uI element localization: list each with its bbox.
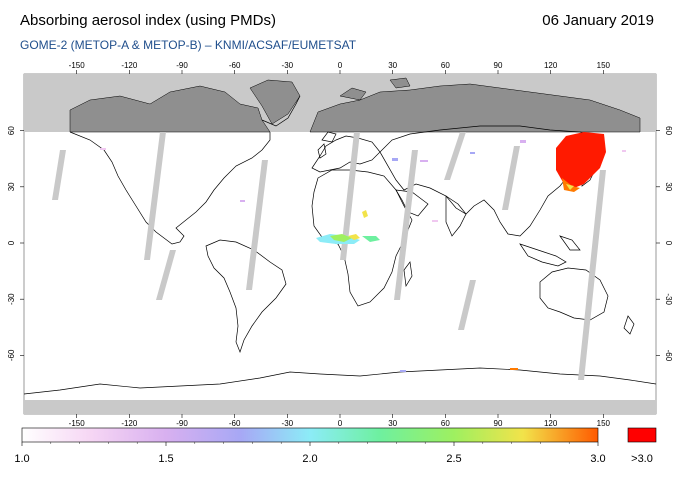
orbit-gap-swaths bbox=[52, 132, 606, 380]
latitude-ticks-right: 60 30 0 -30 -60 bbox=[656, 126, 673, 362]
lon-label-bottom: -60 bbox=[229, 419, 241, 428]
lon-label-top: -150 bbox=[69, 61, 86, 70]
lon-label-bottom: 0 bbox=[338, 419, 343, 428]
lat-label-left: 30 bbox=[7, 182, 16, 191]
map-title: Absorbing aerosol index (using PMDs) bbox=[20, 12, 276, 29]
lon-label-bottom: 150 bbox=[597, 419, 611, 428]
colorbar-ticks: 1.0 1.5 2.0 2.5 3.0 bbox=[14, 442, 606, 465]
lon-label-bottom: 90 bbox=[494, 419, 503, 428]
lon-label-bottom: 120 bbox=[544, 419, 558, 428]
high-aerosol-region bbox=[556, 132, 606, 188]
lon-label-bottom: -30 bbox=[282, 419, 294, 428]
lon-label-top: -60 bbox=[229, 61, 241, 70]
lat-label-left: -30 bbox=[7, 293, 16, 305]
lon-label-top: 0 bbox=[338, 61, 343, 70]
lat-label-right: 60 bbox=[664, 126, 673, 135]
lon-label-bottom: 30 bbox=[388, 419, 397, 428]
map-subtitle: GOME-2 (METOP-A & METOP-B) – KNMI/ACSAF/… bbox=[20, 38, 357, 52]
lon-label-bottom: -150 bbox=[69, 419, 86, 428]
lat-label-right: -60 bbox=[664, 350, 673, 362]
colorbar-label: 1.0 bbox=[14, 453, 29, 465]
lat-label-right: -30 bbox=[664, 293, 673, 305]
colorbar-label: 2.5 bbox=[446, 453, 461, 465]
aerosol-signal-patches bbox=[100, 132, 626, 372]
lat-label-left: 60 bbox=[7, 126, 16, 135]
lon-label-bottom: -90 bbox=[176, 419, 188, 428]
lon-label-bottom: -120 bbox=[121, 419, 138, 428]
longitude-ticks-bottom: -150 -120 -90 -60 -30 0 30 60 90 120 150 bbox=[69, 414, 611, 428]
lon-label-bottom: 60 bbox=[441, 419, 450, 428]
arctic-land bbox=[69, 77, 641, 133]
latitude-ticks-left: 60 30 0 -30 -60 bbox=[7, 126, 24, 361]
colorbar-label: 3.0 bbox=[590, 453, 605, 465]
antarctic-no-data-band bbox=[24, 400, 656, 414]
lon-label-top: -120 bbox=[121, 61, 138, 70]
longitude-ticks-top: -150 -120 -90 -60 -30 0 30 60 90 120 150 bbox=[69, 61, 611, 74]
lat-label-left: -60 bbox=[7, 349, 16, 361]
colorbar-overflow-label: >3.0 bbox=[631, 453, 653, 465]
lon-label-top: 90 bbox=[494, 61, 503, 70]
lon-label-top: 30 bbox=[388, 61, 397, 70]
lon-label-top: -90 bbox=[176, 61, 188, 70]
colorbar-overflow-swatch bbox=[627, 427, 657, 443]
lon-label-top: 150 bbox=[597, 61, 611, 70]
colorbar-label: 2.0 bbox=[302, 453, 317, 465]
map-date: 06 January 2019 bbox=[542, 12, 654, 29]
colorbar-label: 1.5 bbox=[158, 453, 173, 465]
lon-label-top: 120 bbox=[544, 61, 558, 70]
lat-label-right: 0 bbox=[664, 241, 673, 246]
colorbar bbox=[21, 427, 599, 443]
coastlines bbox=[24, 95, 656, 395]
lon-label-top: -30 bbox=[282, 61, 294, 70]
lat-label-right: 30 bbox=[664, 182, 673, 191]
lon-label-top: 60 bbox=[441, 61, 450, 70]
lat-label-left: 0 bbox=[7, 240, 16, 245]
